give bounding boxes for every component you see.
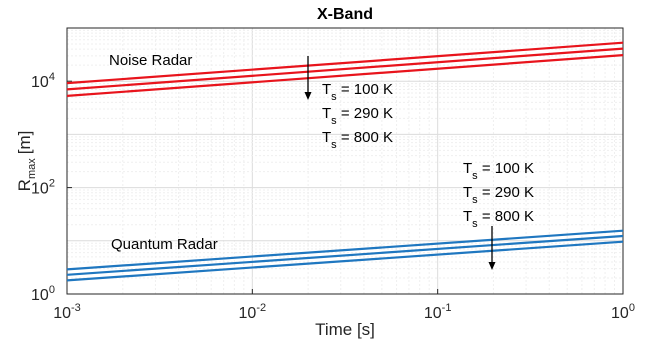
- quantum-radar-label: Quantum Radar: [111, 236, 218, 253]
- x-tick-base: 10: [53, 305, 71, 322]
- x-tick-base: 10: [611, 305, 629, 322]
- quantum-temp-value: = 800 K: [478, 208, 534, 225]
- y-axis-label: Rmax [m]: [15, 131, 38, 192]
- quantum-temp-value: = 290 K: [478, 184, 534, 201]
- axis-ticks: [66, 80, 624, 295]
- x-tick-exponent: -1: [442, 302, 452, 314]
- series-group: [66, 41, 624, 282]
- y-tick-base: 10: [31, 181, 49, 198]
- x-tick-label: 10-2: [239, 302, 267, 322]
- noise-temp-value: = 800 K: [337, 129, 393, 146]
- plot-area-frame: [66, 27, 624, 295]
- noise-radar-line-2: [66, 47, 624, 91]
- noise-temp-subscript: s: [331, 139, 337, 151]
- noise-radar-line-3: [66, 54, 624, 97]
- noise-temp-label-2: Ts = 290 K: [322, 105, 393, 127]
- quantum-temp-subscript: s: [472, 170, 478, 182]
- y-tick-label: 104: [31, 71, 55, 91]
- noise-temp-value: = 100 K: [337, 81, 393, 98]
- quantum-temp-subscript: s: [472, 194, 478, 206]
- x-tick-label: 10-3: [53, 302, 81, 322]
- quantum-temp-label-3: Ts = 800 K: [463, 208, 534, 230]
- quantum-radar-line-2: [66, 234, 624, 276]
- y-tick-exponent: 0: [49, 284, 55, 296]
- noise-radar-label: Noise Radar: [109, 52, 192, 69]
- y-axis-label-main: R: [15, 179, 34, 191]
- noise-temp-label-3: Ts = 800 K: [322, 129, 393, 151]
- y-axis-label-sub: max: [26, 158, 38, 179]
- y-tick-exponent: 2: [49, 178, 55, 190]
- noise-arrow-head: [304, 92, 312, 100]
- chart-title: X-Band: [317, 6, 373, 23]
- noise-arrow: [304, 56, 312, 100]
- quantum-temp-value: = 100 K: [478, 160, 534, 177]
- quantum-temp-symbol: T: [463, 184, 472, 201]
- y-tick-exponent: 4: [49, 71, 55, 83]
- x-tick-base: 10: [424, 305, 442, 322]
- x-tick-exponent: -3: [71, 302, 81, 314]
- noise-temp-symbol: T: [322, 129, 331, 146]
- y-tick-label: 100: [31, 284, 55, 304]
- noise-temp-symbol: T: [322, 105, 331, 122]
- y-tick-base: 10: [31, 74, 49, 91]
- quantum-radar-line-3: [66, 240, 624, 282]
- y-axis-label-unit: [m]: [15, 131, 34, 155]
- quantum-temp-subscript: s: [472, 218, 478, 230]
- quantum-radar-line-1: [66, 229, 624, 271]
- quantum-temp-symbol: T: [463, 208, 472, 225]
- noise-radar-line-1: [66, 41, 624, 85]
- noise-temp-subscript: s: [331, 91, 337, 103]
- noise-temperature-labels: Ts = 100 KTs = 290 KTs = 800 K: [322, 81, 393, 151]
- x-tick-label: 100: [611, 302, 635, 322]
- x-axis-label: Time [s]: [315, 320, 375, 339]
- quantum-arrow-head: [488, 262, 496, 270]
- quantum-temp-symbol: T: [463, 160, 472, 177]
- quantum-temperature-labels: Ts = 100 KTs = 290 KTs = 800 K: [463, 160, 534, 230]
- noise-temp-label-1: Ts = 100 K: [322, 81, 393, 103]
- noise-temp-subscript: s: [331, 115, 337, 127]
- x-tick-base: 10: [239, 305, 257, 322]
- x-tick-label: 10-1: [424, 302, 452, 322]
- x-tick-exponent: 0: [629, 302, 635, 314]
- quantum-temp-label-1: Ts = 100 K: [463, 160, 534, 182]
- y-tick-base: 10: [31, 287, 49, 304]
- noise-temp-value: = 290 K: [337, 105, 393, 122]
- y-tick-label: 102: [31, 178, 55, 198]
- x-tick-exponent: -2: [256, 302, 266, 314]
- noise-temp-symbol: T: [322, 81, 331, 98]
- quantum-temp-label-2: Ts = 290 K: [463, 184, 534, 206]
- quantum-arrow: [488, 226, 496, 270]
